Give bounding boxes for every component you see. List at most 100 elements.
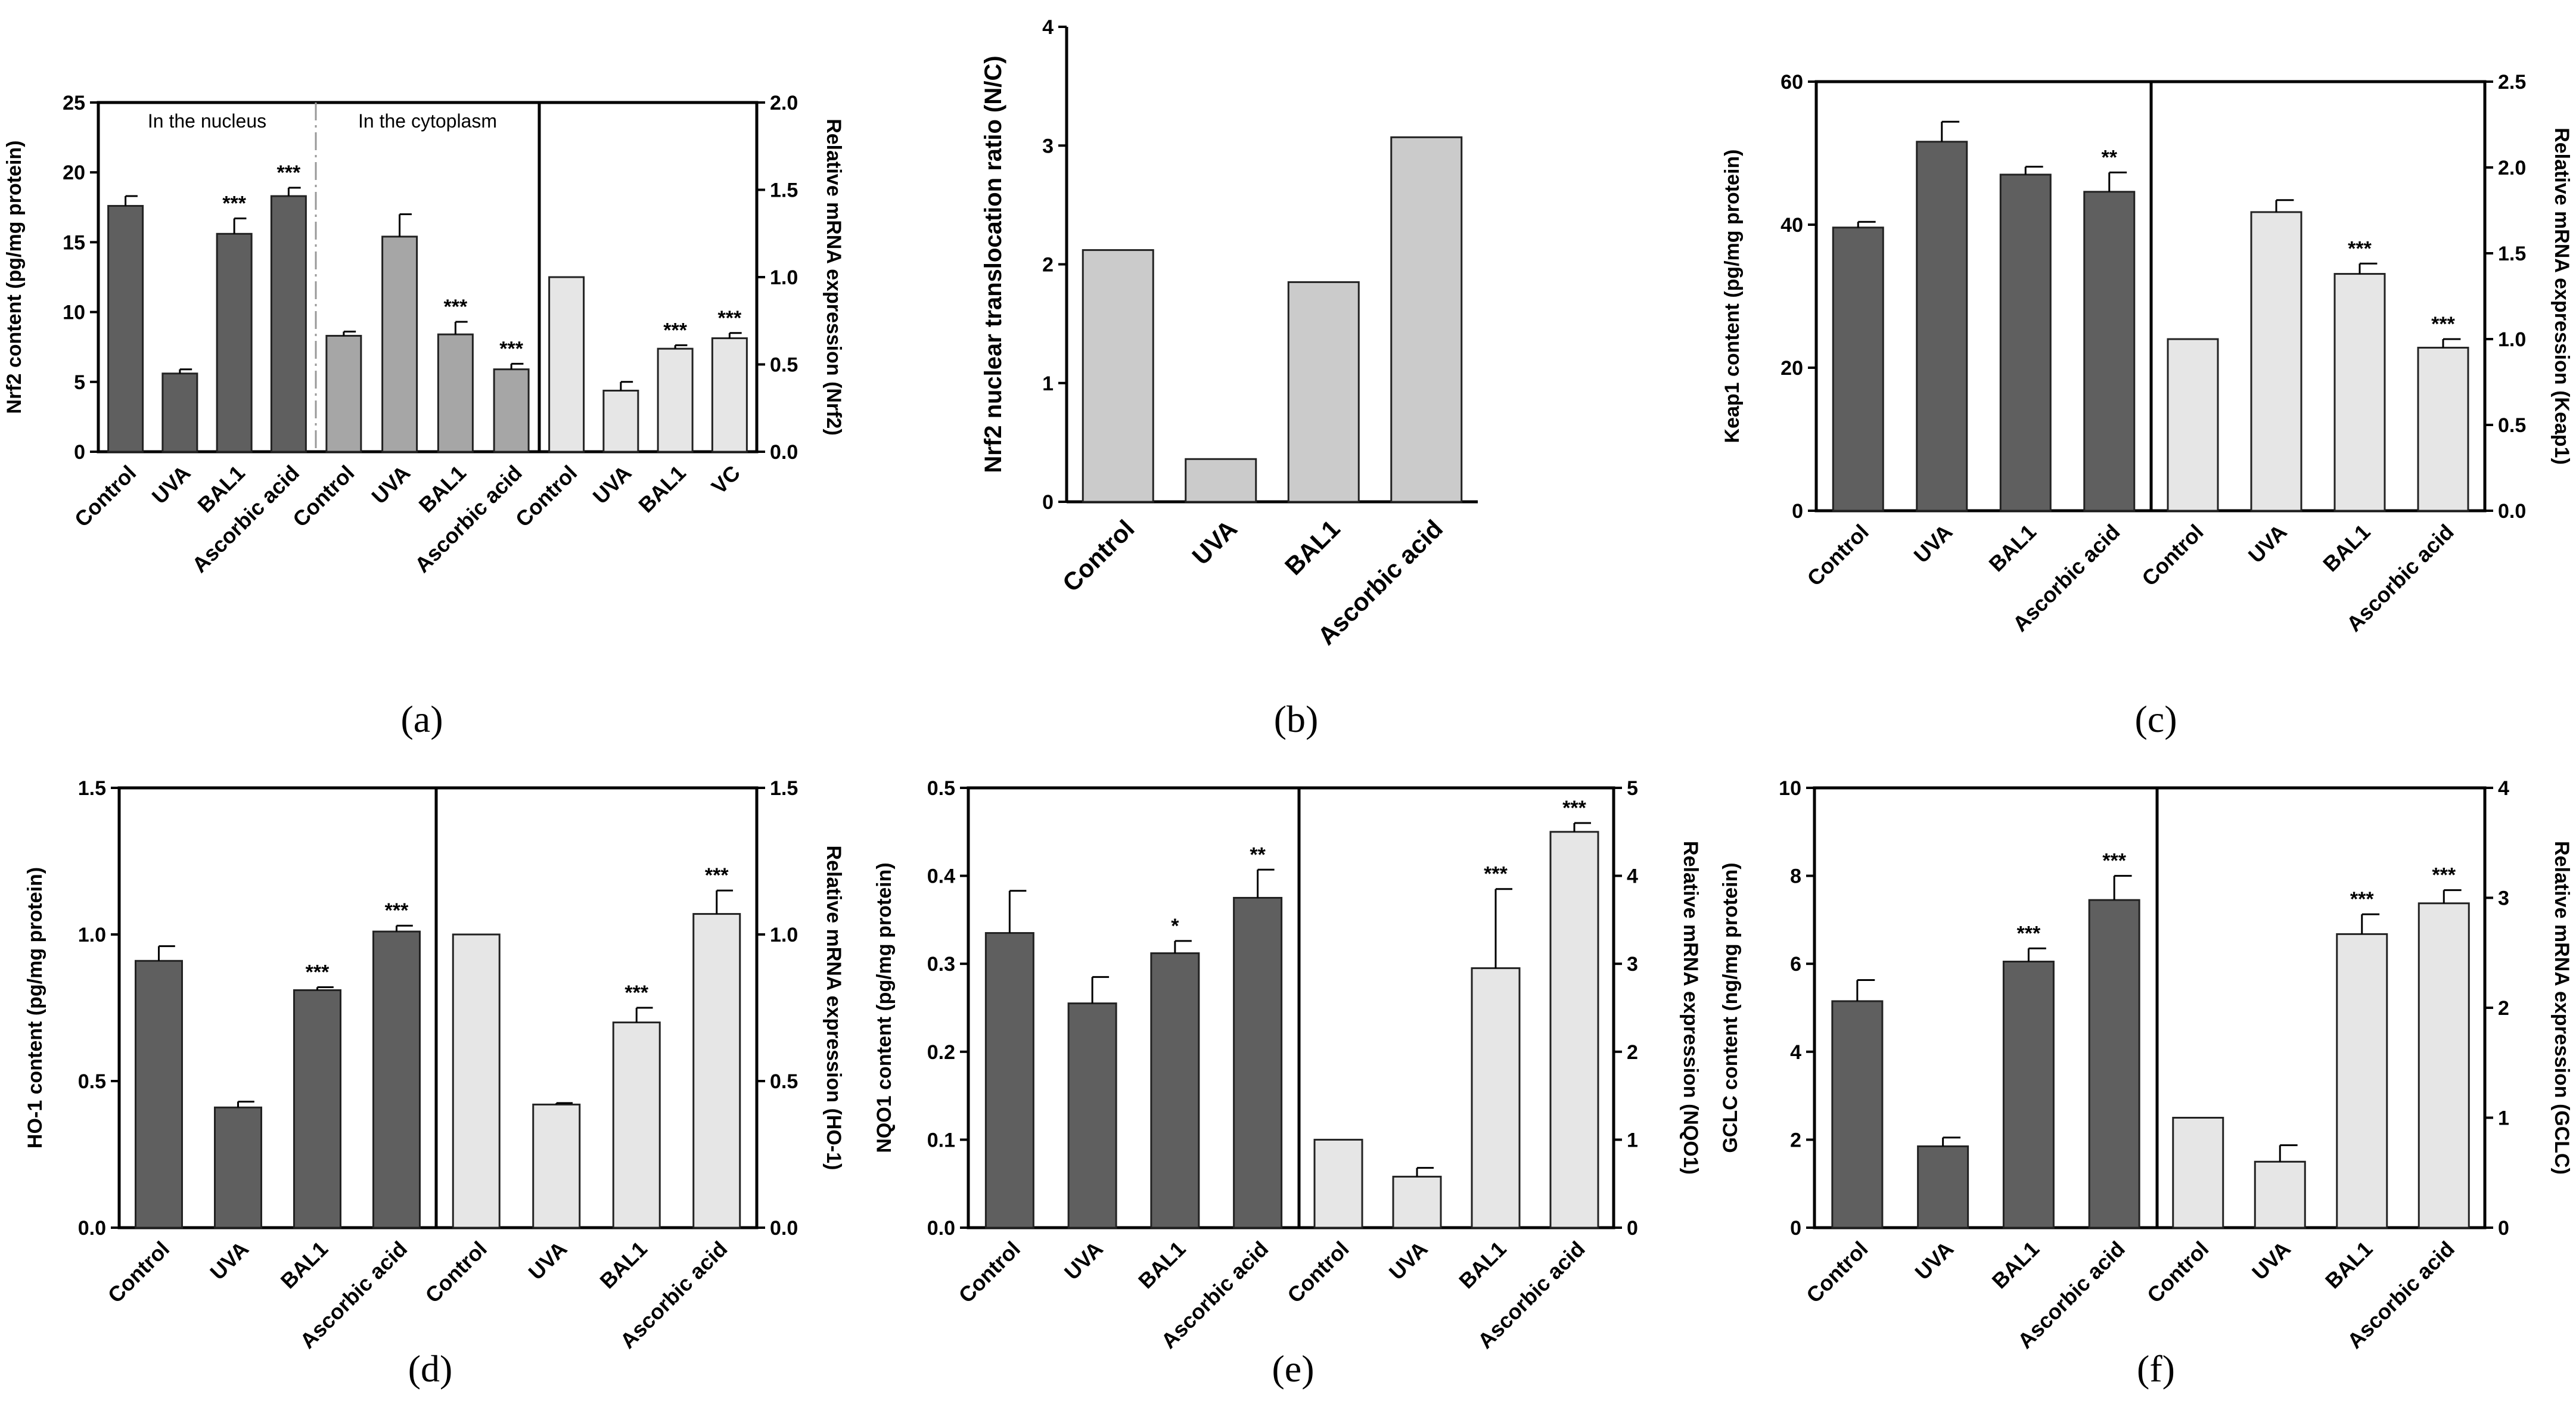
significance-mark: *** [2431, 313, 2455, 336]
y2-tick-label: 2 [2498, 997, 2509, 1020]
y2-axis-title: Relative mRNA expression (Nrf2) [822, 119, 845, 436]
bar [107, 204, 144, 453]
y2-tick-label: 1.5 [2498, 243, 2526, 265]
bar [2333, 273, 2386, 512]
y-tick-label: 2 [1042, 254, 1054, 277]
bar [2083, 191, 2136, 512]
region-label: In the cytoplasm [358, 110, 497, 132]
bar [2417, 902, 2470, 1229]
significance-mark: *** [444, 296, 468, 318]
bar [532, 1103, 581, 1229]
y2-tick-label: 1.0 [2498, 328, 2526, 351]
bar [214, 1106, 262, 1229]
bar [2336, 933, 2388, 1229]
y-tick-label: 25 [63, 92, 85, 114]
significance-mark: *** [2432, 864, 2456, 887]
y-tick-label: 0 [1042, 491, 1054, 514]
bar [135, 959, 183, 1229]
y-tick-label: 1.5 [78, 777, 106, 800]
category-label: Control [288, 461, 359, 532]
category-label: Control [1801, 1237, 1872, 1308]
bar [1831, 1000, 1884, 1229]
category-label: Control [70, 461, 141, 532]
panel-label: (b) [1274, 698, 1319, 740]
y2-tick-label: 3 [2498, 887, 2509, 910]
y-tick-label: 0.5 [927, 777, 955, 800]
significance-mark: *** [718, 307, 742, 330]
significance-mark: *** [2348, 237, 2372, 260]
y2-tick-label: 0.0 [2498, 500, 2526, 523]
category-label: UVA [2243, 520, 2292, 568]
y2-tick-label: 2 [1627, 1041, 1638, 1064]
category-label: Control [1057, 514, 1140, 597]
bar [1471, 967, 1521, 1229]
y-tick-label: 1 [1042, 372, 1054, 395]
panel-e: 0.0 0.1 0.2 0.3 0.4 0.5 NQO1 content (pg/mg pr… [873, 777, 1702, 1390]
bar [1233, 897, 1283, 1229]
bar [1832, 226, 1884, 512]
region-label: In the nucleus [148, 110, 266, 132]
y2-tick-label: 5 [1627, 777, 1638, 800]
y2-tick-label: 1.5 [770, 777, 798, 800]
bar [2417, 346, 2469, 512]
bar [1082, 249, 1154, 503]
category-label: Control [1802, 520, 1873, 591]
panel-b: 0 1 2 3 4 Nrf2 nuclear translocation ratio (N… [980, 16, 1478, 740]
category-label: BAL1 [1454, 1237, 1511, 1293]
panel-f: 0 2 4 6 8 10 GCLC content (ng/mg protein) 0 1 2 3 4… [1719, 777, 2573, 1390]
category-label: UVA [1384, 1237, 1433, 1285]
y2-tick-label: 1.5 [770, 179, 798, 202]
y-axis-title: Nrf2 nuclear translocation ratio (N/C) [980, 55, 1006, 473]
y-tick-label: 0.4 [927, 865, 955, 888]
y-tick-label: 4 [1790, 1041, 1801, 1064]
y2-tick-label: 1 [1627, 1129, 1638, 1151]
bar [2172, 1117, 2224, 1229]
category-label: BAL1 [1984, 520, 2040, 576]
y2-tick-label: 4 [1627, 865, 1638, 888]
category-label: Control [420, 1237, 491, 1308]
y2-axis-title: Relative mRNA expression (Keap1) [2550, 128, 2573, 465]
bar [2167, 338, 2219, 512]
plot-frame [117, 786, 759, 1229]
panel-a: 0 5 10 15 20 25 Nrf2 content (pg/mg protein) 0.… [3, 92, 845, 740]
panel-label: (f) [2137, 1347, 2175, 1390]
category-label: UVA [588, 461, 636, 509]
y-tick-label: 60 [1780, 71, 1803, 94]
category-label: UVA [366, 461, 415, 509]
y-axis-title: Keap1 content (pg/mg protein) [1721, 150, 1744, 443]
panel-label: (e) [1272, 1347, 1314, 1390]
significance-mark: *** [624, 982, 648, 1004]
y2-tick-label: 2.0 [770, 92, 798, 114]
y-tick-label: 6 [1790, 953, 1801, 976]
y2-tick-label: 0 [1627, 1217, 1638, 1240]
y-axis-title: NQO1 content (pg/mg protein) [873, 862, 896, 1153]
significance-mark: *** [306, 961, 330, 984]
panel-label: (c) [2134, 698, 2177, 740]
y2-tick-label: 2.0 [2498, 157, 2526, 179]
significance-mark: *** [2102, 850, 2126, 872]
y2-tick-label: 0.5 [2498, 414, 2526, 437]
y2-tick-label: 0.5 [770, 1070, 798, 1093]
bar [1150, 952, 1200, 1229]
y-tick-label: 4 [1042, 16, 1054, 39]
y-tick-label: 10 [63, 302, 85, 324]
category-label: BAL1 [2320, 1237, 2377, 1293]
significance-mark: *** [1562, 797, 1586, 819]
significance-mark: ** [1250, 843, 1266, 866]
bar [2254, 1160, 2306, 1229]
y-tick-label: 0.3 [927, 953, 955, 976]
y2-tick-label: 1.0 [770, 924, 798, 946]
y-tick-label: 1.0 [78, 924, 106, 946]
bar [2002, 961, 2055, 1229]
y-tick-label: 0.0 [927, 1217, 955, 1240]
bar [381, 235, 418, 453]
y2-tick-label: 0 [2498, 1217, 2509, 1240]
category-label: UVA [1186, 514, 1242, 570]
significance-mark: * [1171, 915, 1179, 937]
bar [2088, 899, 2140, 1229]
bar [1549, 831, 1599, 1229]
bar [602, 389, 639, 453]
bar [161, 372, 198, 453]
y-tick-label: 15 [63, 231, 85, 254]
